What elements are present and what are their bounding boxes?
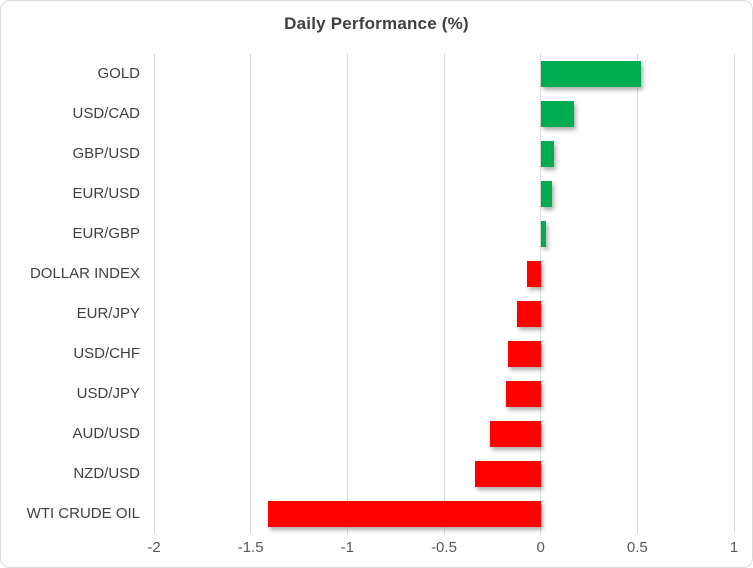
gridline bbox=[153, 54, 155, 534]
category-label: AUD/USD bbox=[72, 425, 140, 442]
bar-eur-usd bbox=[540, 181, 553, 207]
category-label: USD/JPY bbox=[76, 385, 140, 402]
x-tick-label: -1.5 bbox=[237, 539, 264, 556]
bar-eur-jpy bbox=[517, 301, 541, 327]
bar-eur-gbp bbox=[540, 221, 547, 247]
gridline bbox=[733, 54, 735, 534]
bar-wti-crude-oil bbox=[268, 501, 541, 527]
bar-gold bbox=[540, 61, 642, 87]
gridline bbox=[540, 54, 542, 534]
category-label: GOLD bbox=[97, 65, 140, 82]
x-tick-label: 0 bbox=[536, 539, 545, 556]
x-tick-label: -0.5 bbox=[431, 539, 457, 556]
plot-area bbox=[153, 54, 735, 534]
bar-usd-cad bbox=[540, 101, 574, 127]
category-label: EUR/USD bbox=[72, 185, 140, 202]
x-tick-label: -1 bbox=[340, 539, 354, 556]
gridline bbox=[250, 54, 252, 534]
bar-aud-usd bbox=[490, 421, 541, 447]
x-tick-label: 0.5 bbox=[626, 539, 648, 556]
x-tick-label: -2 bbox=[147, 539, 161, 556]
category-label: DOLLAR INDEX bbox=[29, 265, 140, 282]
x-tick-label: 1 bbox=[729, 539, 739, 556]
category-label: EUR/JPY bbox=[76, 305, 140, 322]
chart-title: Daily Performance (%) bbox=[284, 14, 469, 33]
bar-dollar-index bbox=[527, 261, 541, 287]
category-axis: GOLD USD/CAD GBP/USD EUR/USD EUR/GBP DOLLAR I… bbox=[1, 54, 140, 534]
bar-usd-chf bbox=[507, 341, 541, 367]
category-label: NZD/USD bbox=[73, 465, 140, 482]
category-label: GBP/USD bbox=[72, 145, 140, 162]
category-label: EUR/GBP bbox=[72, 225, 140, 242]
gridline bbox=[636, 54, 638, 534]
bar-gbp-usd bbox=[540, 141, 555, 167]
gridline bbox=[346, 54, 348, 534]
gridline bbox=[443, 54, 445, 534]
category-label: WTI CRUDE OIL bbox=[26, 505, 140, 522]
category-label: USD/CAD bbox=[72, 105, 140, 122]
category-label: USD/CHF bbox=[73, 345, 140, 362]
bar-usd-jpy bbox=[505, 381, 541, 407]
bar-nzd-usd bbox=[474, 461, 541, 487]
